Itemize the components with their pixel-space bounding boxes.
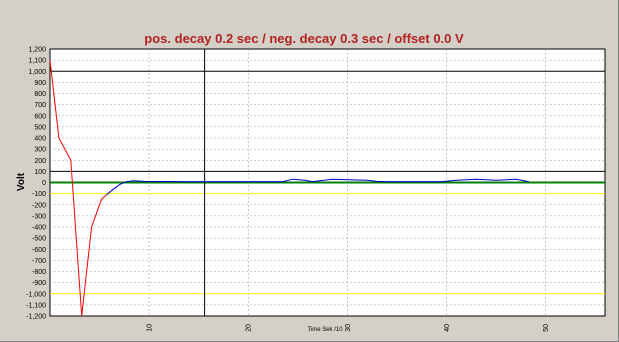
y-tick-label: -1,100 <box>26 302 46 309</box>
y-tick-label: 800 <box>34 91 46 98</box>
y-tick-label: -300 <box>32 213 46 220</box>
chart-title: pos. decay 0.2 sec / neg. decay 0.3 sec … <box>144 31 464 46</box>
x-tick-label: 50 <box>543 324 550 332</box>
y-tick-label: -200 <box>32 202 46 209</box>
y-tick-label: 1,200 <box>28 47 46 54</box>
y-tick-label: 400 <box>34 136 46 143</box>
y-tick-label: 700 <box>34 102 46 109</box>
y-tick-label: -500 <box>32 236 46 243</box>
y-tick-label: -100 <box>32 191 46 198</box>
y-tick-label: -600 <box>32 247 46 254</box>
y-tick-label: 300 <box>34 147 46 154</box>
x-axis-ticks: 10 20 30 40 50 <box>147 324 550 332</box>
y-tick-label: 600 <box>34 113 46 120</box>
x-tick-label: 30 <box>345 324 352 332</box>
y-tick-label: -1,200 <box>26 314 46 321</box>
y-axis-label: Volt <box>16 172 27 191</box>
x-tick-label: 40 <box>444 324 451 332</box>
y-tick-label: 100 <box>34 169 46 176</box>
data-series <box>49 60 529 317</box>
y-tick-label: -800 <box>32 269 46 276</box>
x-tick-label: 10 <box>147 324 154 332</box>
y-tick-label: -700 <box>32 258 46 265</box>
y-tick-label: 500 <box>34 124 46 131</box>
y-tick-label: 0 <box>42 180 46 187</box>
series-line-1 <box>106 178 529 196</box>
series-line-0 <box>49 60 107 317</box>
reference-lines <box>50 49 605 316</box>
x-axis-label: Time Sek /10 <box>307 327 343 333</box>
y-tick-label: 900 <box>34 80 46 87</box>
y-tick-label: 1,000 <box>28 69 46 76</box>
y-tick-label: -900 <box>32 280 46 287</box>
y-tick-label: -400 <box>32 225 46 232</box>
y-tick-label: 1,100 <box>28 58 46 65</box>
y-tick-label: 200 <box>34 158 46 165</box>
y-tick-label: -1,000 <box>26 291 46 298</box>
x-tick-label: 20 <box>246 324 253 332</box>
y-axis-ticks: 1,200 1,100 1,000 900 800 700 600 500 400 300 200 1… <box>26 47 46 321</box>
